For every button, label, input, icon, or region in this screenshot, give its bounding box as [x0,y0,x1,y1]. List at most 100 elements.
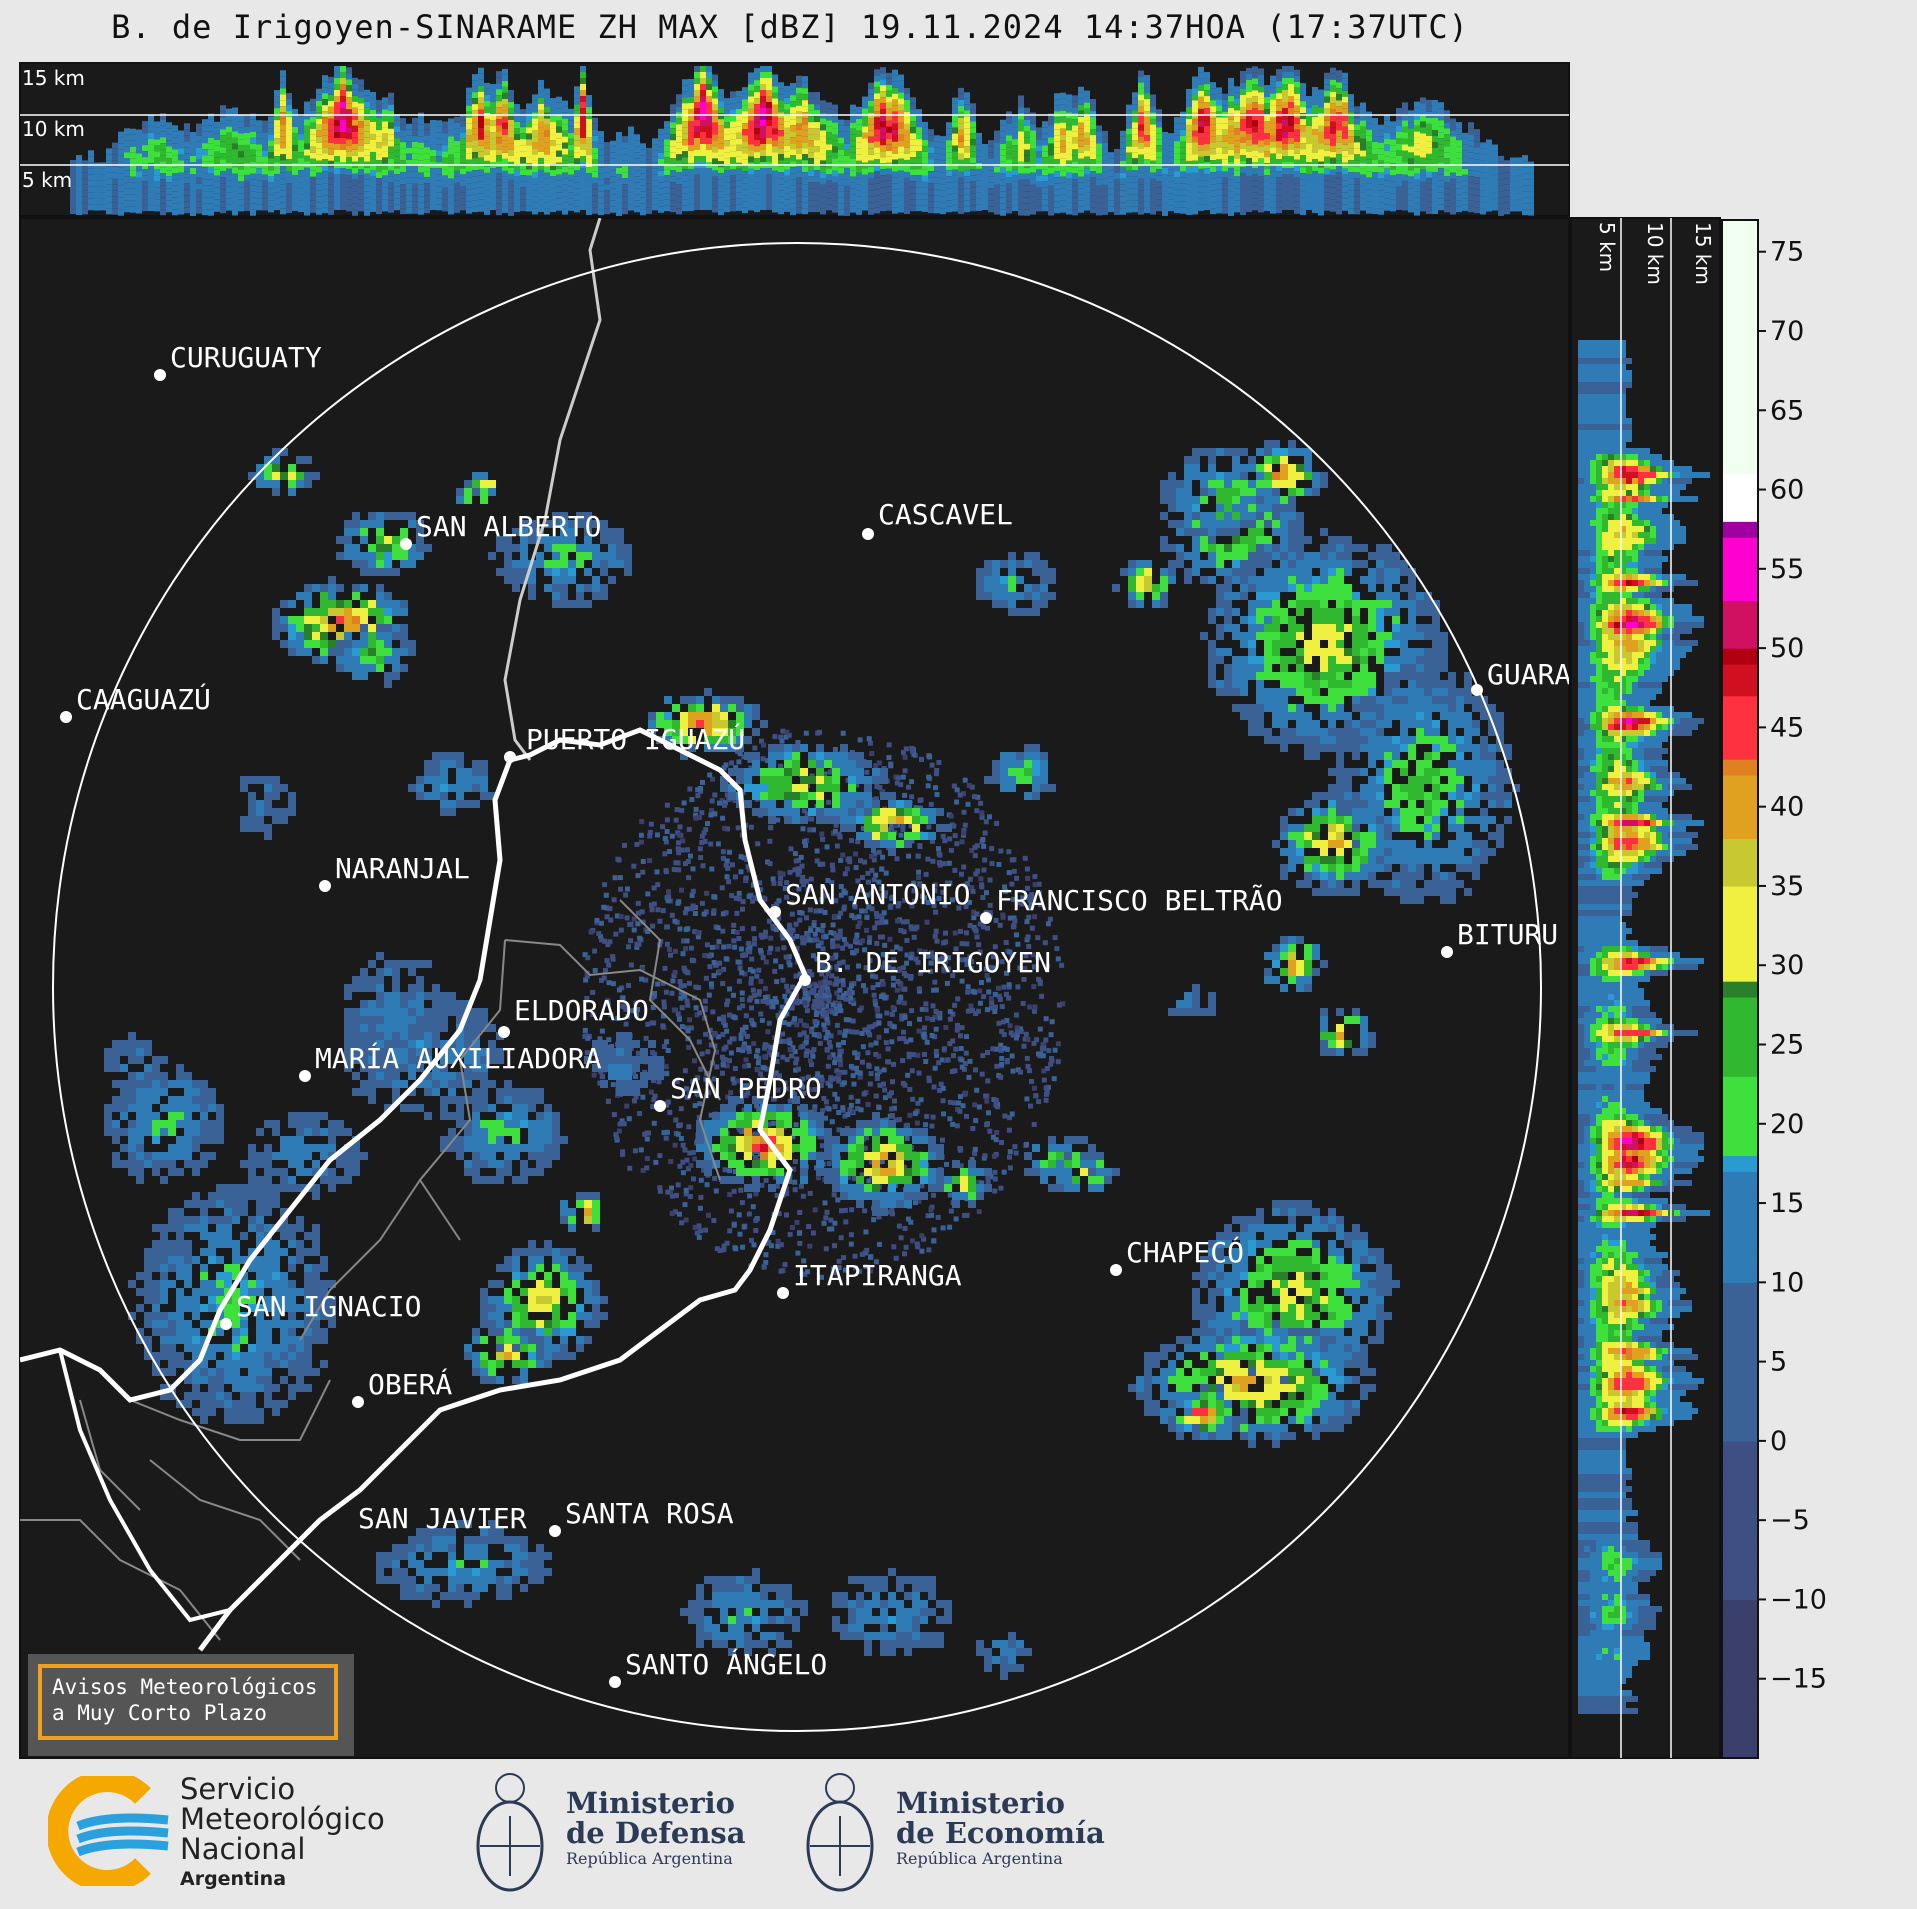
top-profile-pixel [274,204,280,211]
clutter-pixel [804,811,810,817]
top-profile-pixel [910,169,916,176]
top-profile-pixel [784,169,790,176]
top-profile-pixel [274,120,280,127]
top-profile-pixel [442,163,448,170]
top-profile-pixel [148,186,154,193]
top-profile-pixel [1486,163,1492,170]
top-profile-pixel [880,163,886,170]
top-profile-pixel [550,134,556,141]
top-profile-pixel [700,90,706,96]
top-profile-pixel [772,134,778,141]
top-profile-pixel [322,129,328,136]
top-profile-pixel [322,183,328,190]
top-profile-pixel [1042,205,1048,212]
top-profile-pixel [622,202,628,209]
top-profile-pixel [682,181,688,188]
top-profile-pixel [892,183,898,190]
top-profile-pixel [124,176,130,183]
top-profile-pixel [1312,206,1318,213]
top-profile-pixel [346,157,352,164]
clutter-pixel [826,993,832,999]
top-profile-pixel [1108,152,1114,159]
top-profile-pixel [892,147,898,154]
clutter-pixel [1001,1169,1007,1175]
top-profile-pixel [472,164,478,171]
top-profile-pixel [934,183,940,190]
top-profile-pixel [154,133,160,140]
top-profile-pixel [562,184,568,191]
top-profile-pixel [904,171,910,178]
clutter-pixel [1003,888,1009,894]
top-profile-pixel [868,172,874,179]
top-profile-pixel [1282,186,1288,192]
top-profile-pixel [898,92,904,99]
top-profile-pixel [1240,94,1246,101]
top-profile-pixel [382,187,388,194]
top-profile-pixel [616,203,622,210]
top-profile-pixel [1054,123,1060,130]
top-profile-pixel [526,103,532,110]
top-profile-pixel [1144,171,1150,178]
top-profile-pixel [580,108,586,114]
top-profile-pixel [796,177,802,184]
top-profile-pixel [916,157,922,164]
top-profile-pixel [310,146,316,153]
top-profile-pixel [1144,111,1150,118]
clutter-pixel [929,1123,935,1129]
top-profile-pixel [742,87,748,94]
top-profile-pixel [730,121,736,128]
top-profile-pixel [1186,136,1192,143]
top-profile-pixel [1036,157,1042,164]
top-profile-pixel [1006,189,1012,196]
top-profile-pixel [1318,209,1324,216]
top-profile-pixel [832,128,838,135]
top-profile-pixel [862,192,868,199]
top-profile-pixel [1156,199,1162,206]
top-profile-pixel [118,173,124,180]
top-profile-pixel [484,94,490,101]
top-profile-pixel [820,196,826,203]
top-profile-pixel [1126,122,1132,129]
top-profile-pixel [1168,175,1174,182]
top-profile-pixel [1474,177,1480,184]
top-profile-pixel [442,199,448,206]
top-profile-pixel [526,127,532,134]
top-profile-pixel [688,138,694,145]
top-profile-pixel [154,205,160,212]
top-profile-pixel [1060,110,1066,117]
top-profile-pixel [460,204,466,211]
top-profile-pixel [694,120,700,126]
top-profile-pixel [1330,79,1336,86]
top-profile-pixel [1078,86,1084,93]
top-profile-pixel [412,207,418,214]
top-profile-pixel [1096,143,1102,150]
top-profile-pixel [1336,94,1342,101]
top-profile-pixel [988,194,994,201]
top-profile-pixel [628,186,634,193]
top-profile-pixel [388,188,394,195]
top-profile-pixel [1366,171,1372,178]
top-profile-pixel [1420,115,1426,122]
top-profile-pixel [166,200,172,207]
top-profile-pixel [898,98,904,105]
top-profile-pixel [994,178,1000,185]
top-profile-pixel [1342,132,1348,139]
top-profile-pixel [1288,156,1294,162]
top-profile-pixel [640,185,646,192]
top-profile-pixel [124,170,130,177]
top-profile-pixel [340,156,346,162]
top-profile-pixel [1162,209,1168,216]
clutter-pixel [870,985,876,991]
top-profile-pixel [388,116,394,123]
top-profile-pixel [154,169,160,176]
top-profile-pixel [994,148,1000,155]
top-profile-pixel [262,204,268,211]
top-profile-pixel [706,78,712,84]
top-profile-pixel [1060,146,1066,153]
top-profile-pixel [790,89,796,96]
top-profile-pixel [712,194,718,201]
top-profile-pixel [1084,114,1090,121]
top-profile-pixel [1102,136,1108,143]
clutter-pixel [729,893,735,899]
top-profile-pixel [706,204,712,210]
